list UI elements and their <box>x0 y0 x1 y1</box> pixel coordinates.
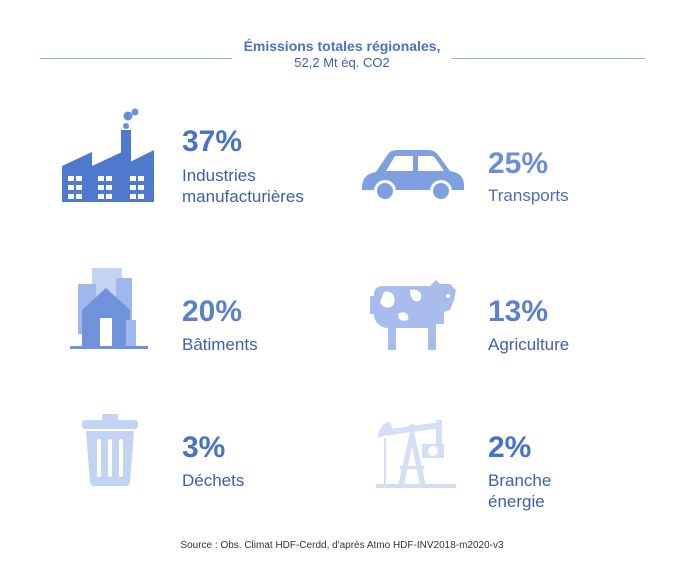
header-rule-left <box>40 58 232 59</box>
oil-pump-icon <box>376 410 456 490</box>
percentage-value: 37% <box>182 125 243 158</box>
percentage-value: 13% <box>488 295 549 328</box>
car-icon <box>358 146 468 206</box>
category-label-line: Industries <box>182 166 256 185</box>
category-label: Bâtiments <box>182 334 258 355</box>
trash-bin-icon <box>80 414 140 486</box>
category-label: Industries manufacturières <box>182 165 304 207</box>
percentage-value: 20% <box>182 295 243 328</box>
category-label-line: Déchets <box>182 471 245 490</box>
percentage-value: 2% <box>488 431 532 464</box>
category-label-line: Transports <box>488 186 569 205</box>
chart-subtitle: 52,2 Mt éq. CO2 <box>294 55 390 70</box>
header-rule-right <box>452 58 645 59</box>
category-label-line: Agriculture <box>488 335 570 354</box>
category-label: Branche énergie <box>488 470 551 512</box>
percentage-value: 25% <box>488 147 549 180</box>
percentage-value: 3% <box>182 431 226 464</box>
category-label-line: Bâtiments <box>182 335 258 354</box>
factory-icon <box>60 108 160 204</box>
category-label: Transports <box>488 185 569 206</box>
category-label-line: Branche énergie <box>488 471 552 511</box>
category-label-line: manufacturières <box>182 187 304 206</box>
cow-icon <box>370 276 460 354</box>
source-note: Source : Obs. Climat HDF-Cerdd, d'après … <box>180 540 504 551</box>
header-block: Émissions totales régionales, 52,2 Mt éq… <box>0 38 684 71</box>
buildings-icon <box>70 266 150 352</box>
chart-title: Émissions totales régionales, <box>243 38 441 54</box>
category-label: Agriculture <box>488 334 569 355</box>
category-label: Déchets <box>182 470 244 491</box>
